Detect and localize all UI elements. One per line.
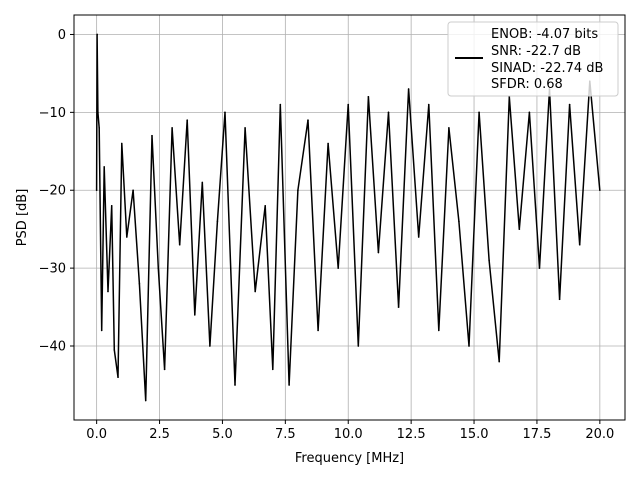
psd-data-point (171, 127, 173, 129)
x-tick-label: 15.0 (460, 427, 489, 442)
x-tick-label: 17.5 (522, 427, 551, 442)
x-tick-label: 2.5 (149, 427, 170, 442)
psd-data-point (288, 384, 290, 386)
x-tick-label: 10.0 (334, 427, 363, 442)
y-tick-label: −10 (39, 106, 66, 121)
x-axis-label: Frequency [MHz] (295, 451, 404, 466)
psd-data-point (234, 384, 236, 386)
psd-series-line (95, 33, 601, 402)
psd-data-point (144, 399, 147, 402)
psd-data-point (95, 189, 98, 192)
psd-data-point (117, 376, 119, 378)
psd-data-point (427, 103, 430, 106)
psd-data-point (367, 95, 370, 98)
psd-data-point (387, 111, 390, 114)
psd-data-point (271, 368, 274, 371)
psd-data-point (498, 360, 501, 363)
x-tick-label: 12.5 (397, 427, 426, 442)
psd-data-point (216, 220, 219, 223)
psd-data-point (478, 111, 480, 114)
psd-data-point (279, 103, 282, 106)
psd-data-point (347, 103, 350, 106)
psd-data-point (518, 228, 521, 230)
psd-data-point (157, 267, 160, 269)
psd-data-point (377, 251, 380, 254)
psd-data-point (397, 306, 400, 308)
psd-data-point (468, 345, 470, 347)
psd-data-point (110, 205, 113, 207)
psd-data-point (317, 329, 319, 332)
psd-data-point (178, 243, 181, 246)
psd-data-point (201, 181, 204, 184)
psd-data-point (407, 88, 410, 90)
psd-data-point (307, 119, 309, 121)
psd-data-point (558, 298, 561, 301)
psd-data-point (103, 166, 105, 168)
psd-data-point (100, 329, 103, 332)
psd-data-point (132, 189, 134, 192)
psd-data-point (528, 111, 531, 114)
psd-data-point (538, 267, 541, 269)
psd-data-point (337, 267, 339, 269)
psd-data-point (121, 142, 123, 145)
psd-data-point (244, 127, 246, 129)
psd-data-point (417, 236, 420, 238)
psd-data-point (209, 345, 211, 347)
y-tick-label: −40 (39, 340, 66, 355)
psd-data-point (151, 134, 153, 137)
legend-snr: SNR: -22.7 dB (491, 44, 581, 59)
y-tick-label: −20 (39, 184, 66, 199)
x-tick-label: 20.0 (585, 427, 614, 442)
grid (74, 15, 625, 420)
psd-data-point (224, 111, 226, 114)
legend-enob: ENOB: -4.07 bits (491, 27, 598, 42)
legend-sinad: SINAD: -22.74 dB (491, 61, 603, 76)
psd-data-point (97, 111, 99, 114)
psd-data-point (458, 220, 460, 223)
legend-sfdr: SFDR: 0.68 (491, 77, 563, 92)
psd-data-point (488, 259, 490, 262)
plot-frame (73, 14, 626, 421)
psd-data-point (578, 243, 581, 246)
psd-data-point (448, 127, 450, 129)
psd-data-point (438, 329, 440, 332)
x-tick-label: 7.5 (275, 427, 296, 442)
psd-data-point (327, 142, 329, 145)
y-tick-label: 0 (58, 28, 66, 43)
psd-data-point (254, 290, 256, 293)
psd-data-point (568, 103, 571, 106)
x-tick-label: 5.0 (212, 427, 233, 442)
psd-data-point (113, 349, 116, 351)
psd-data-point (138, 282, 141, 285)
y-axis-label: PSD [dB] (15, 189, 30, 247)
psd-data-point (297, 189, 299, 192)
psd-data-point (107, 290, 109, 293)
psd-data-point (186, 119, 189, 121)
legend-box (447, 21, 619, 97)
legend: ENOB: -4.07 bits SNR: -22.7 dB SINAD: -2… (447, 21, 619, 97)
psd-data-point (163, 368, 166, 371)
ticks: 0.0 2.5 5.0 7.5 10.0 12.5 15.0 17.5 20.0 0 −10 −20 −… (39, 28, 615, 442)
x-tick-label: 0.0 (86, 427, 107, 442)
psd-data-point (264, 205, 267, 207)
psd-data-point (126, 236, 128, 238)
y-tick-label: −30 (39, 262, 66, 277)
psd-data-point (98, 127, 100, 129)
psd-data-point (357, 345, 360, 347)
psd-data-point (193, 314, 196, 316)
psd-data-point (599, 189, 601, 192)
psd-data-point (96, 33, 98, 36)
